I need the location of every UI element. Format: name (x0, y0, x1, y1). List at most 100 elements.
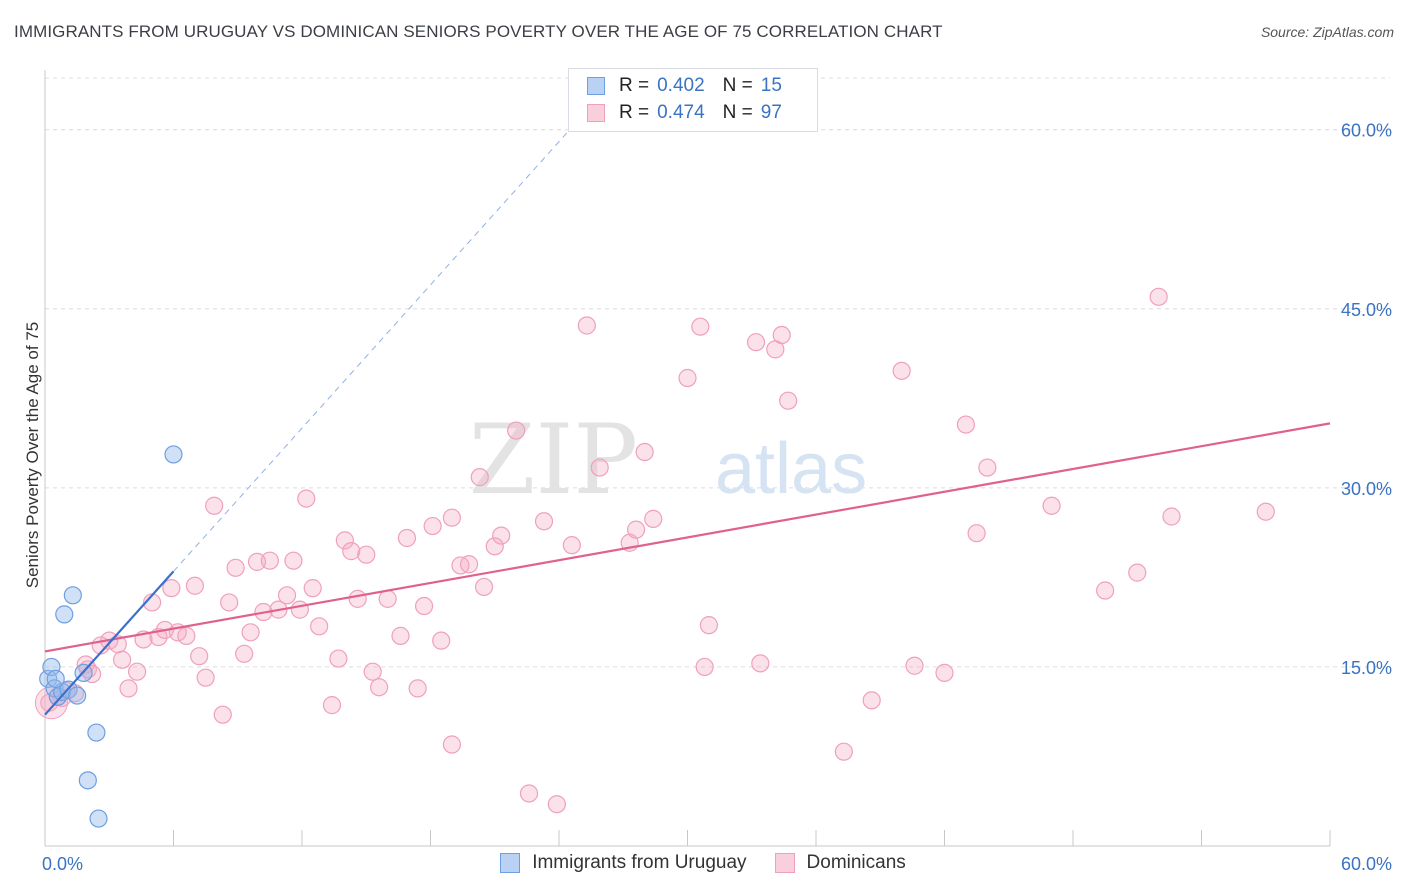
legend-n-label: N = (722, 102, 753, 123)
dominican-point (391, 626, 410, 645)
trend-lines (44, 129, 1331, 716)
y-tick-label: 45.0% (1341, 300, 1392, 320)
dominican-point (978, 458, 997, 477)
series-legend: Immigrants from Uruguay Dominicans (0, 852, 1406, 874)
dominican-point (342, 542, 361, 561)
dominican-point (644, 509, 663, 528)
dominican-point (1096, 581, 1115, 600)
uruguay-point (46, 669, 65, 688)
dominican-point (635, 442, 654, 462)
grid-lines (45, 77, 1390, 668)
dominican-point (905, 656, 924, 675)
uruguay-point (68, 686, 87, 705)
legend-r-label: R = (619, 75, 650, 96)
dominican-point (247, 552, 267, 571)
dominican-point (751, 654, 770, 673)
dominican-point (260, 551, 279, 570)
dominican-point (862, 691, 881, 710)
dominican-point (691, 317, 710, 336)
legend-swatch-uruguay (500, 853, 521, 873)
chart-title: IMMIGRANTS FROM URUGUAY VS DOMINICAN SEN… (14, 22, 943, 41)
dominican-point (1256, 502, 1275, 521)
uruguay-point (87, 723, 106, 742)
legend-swatch-uruguay (587, 77, 605, 95)
dominican-point (205, 496, 224, 515)
dominican-point (1149, 287, 1168, 306)
dominican-point (297, 489, 316, 508)
dominican-point (779, 391, 798, 410)
dominican-point (241, 623, 260, 642)
dominican-point (442, 508, 462, 527)
dominican-point (162, 579, 181, 598)
dominican-point (290, 600, 309, 619)
dominican-point (507, 421, 526, 440)
dominican-point (408, 679, 427, 698)
legend-swatch-dominican (774, 853, 795, 873)
dominican-point (119, 679, 138, 698)
legend-n-value-uruguay: 15 (760, 75, 782, 96)
legend-n-value-dominican: 97 (760, 102, 782, 123)
dominican-points (34, 287, 1275, 814)
legend-label-uruguay: Immigrants from Uruguay (532, 852, 747, 873)
dominican-point (967, 524, 986, 543)
dominican-point (112, 650, 132, 669)
dominican-point (547, 795, 566, 814)
dominican-point (363, 662, 382, 681)
dominican-point (470, 468, 489, 487)
dominican-point (956, 415, 976, 434)
dominican-point (834, 742, 853, 761)
watermark-zip: ZIP (469, 404, 638, 516)
dominican-point (284, 551, 303, 570)
uruguay-point (89, 809, 108, 828)
y-tick-label: 30.0% (1341, 479, 1392, 499)
dominican-point (370, 678, 389, 697)
legend-n-label: N = (722, 75, 753, 96)
axes (44, 70, 1331, 847)
source-label: Source: ZipAtlas.com (1260, 24, 1394, 40)
legend-item-uruguay: Immigrants from Uruguay (500, 852, 747, 874)
uruguay-point (42, 657, 61, 677)
uruguay-point (39, 669, 58, 688)
dominican-point (196, 668, 215, 687)
dominican-point (235, 644, 254, 663)
dominican-point (695, 657, 714, 677)
dominican-point (442, 735, 462, 754)
dominican-point (485, 537, 504, 556)
dominican-point (459, 555, 479, 574)
dominican-point (190, 647, 209, 666)
uruguay-point (164, 445, 183, 464)
y-tick-label: 15.0% (1341, 658, 1392, 678)
dominican-point (277, 586, 297, 605)
dominican-point (357, 545, 376, 564)
dominican-point (1128, 563, 1147, 582)
legend-item-dominican: Dominicans (774, 852, 906, 874)
legend-r-label: R = (619, 102, 650, 123)
dominican-point (590, 458, 609, 477)
dominican-point (534, 512, 554, 531)
dominican-point (213, 705, 232, 724)
legend-r-value-uruguay: 0.402 (657, 75, 705, 96)
dominican-point (1162, 507, 1181, 526)
uruguay-point (63, 586, 82, 605)
legend-label-dominican: Dominicans (806, 852, 906, 873)
y-tick-label: 60.0% (1341, 121, 1392, 141)
dominican-point (892, 361, 911, 380)
x-tick-label: 60.0% (1341, 854, 1392, 874)
dominican-point (699, 616, 719, 635)
dominican-point (127, 662, 147, 681)
legend-row-uruguay: R = 0.402 N = 15 (587, 75, 782, 97)
dominican-point (348, 589, 367, 608)
dominican-point (378, 589, 397, 608)
dominican-point (492, 526, 511, 545)
dominican-point (423, 516, 442, 536)
dominican-point (562, 536, 581, 555)
dominican-point (226, 558, 245, 577)
dominican-point (1042, 496, 1061, 515)
uruguay-point (55, 605, 74, 624)
dominican-point (432, 631, 451, 650)
dominican-point (626, 520, 646, 539)
watermark-atlas: atlas (715, 429, 867, 509)
legend-r-value-dominican: 0.474 (657, 102, 705, 123)
dominican-point (519, 784, 539, 803)
dominican-point (414, 596, 434, 616)
